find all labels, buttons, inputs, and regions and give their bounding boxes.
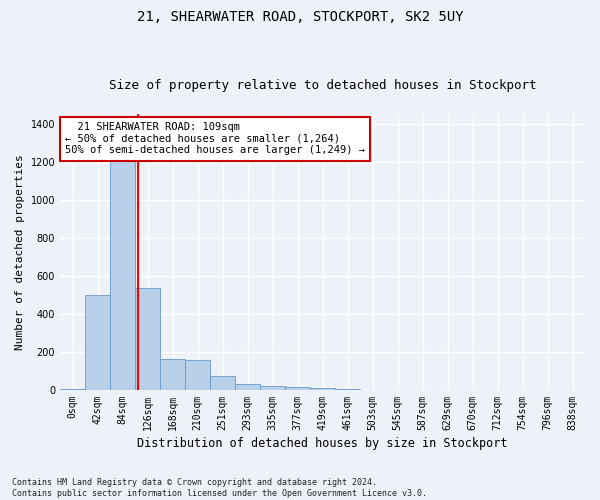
Bar bbox=[335, 389, 360, 390]
Bar bbox=[185, 360, 210, 390]
Bar bbox=[160, 360, 185, 390]
Text: 21, SHEARWATER ROAD, STOCKPORT, SK2 5UY: 21, SHEARWATER ROAD, STOCKPORT, SK2 5UY bbox=[137, 10, 463, 24]
Title: Size of property relative to detached houses in Stockport: Size of property relative to detached ho… bbox=[109, 79, 536, 92]
Bar bbox=[260, 386, 285, 390]
Bar bbox=[110, 154, 135, 390]
Bar bbox=[210, 376, 235, 390]
Bar bbox=[235, 384, 260, 390]
Bar bbox=[60, 389, 85, 390]
Bar bbox=[85, 295, 110, 390]
Bar bbox=[285, 387, 310, 390]
Text: Contains HM Land Registry data © Crown copyright and database right 2024.
Contai: Contains HM Land Registry data © Crown c… bbox=[12, 478, 427, 498]
Bar bbox=[310, 388, 335, 390]
Bar bbox=[135, 288, 160, 390]
Text: 21 SHEARWATER ROAD: 109sqm  
← 50% of detached houses are smaller (1,264)
50% of: 21 SHEARWATER ROAD: 109sqm ← 50% of deta… bbox=[65, 122, 365, 156]
X-axis label: Distribution of detached houses by size in Stockport: Distribution of detached houses by size … bbox=[137, 437, 508, 450]
Y-axis label: Number of detached properties: Number of detached properties bbox=[15, 154, 25, 350]
